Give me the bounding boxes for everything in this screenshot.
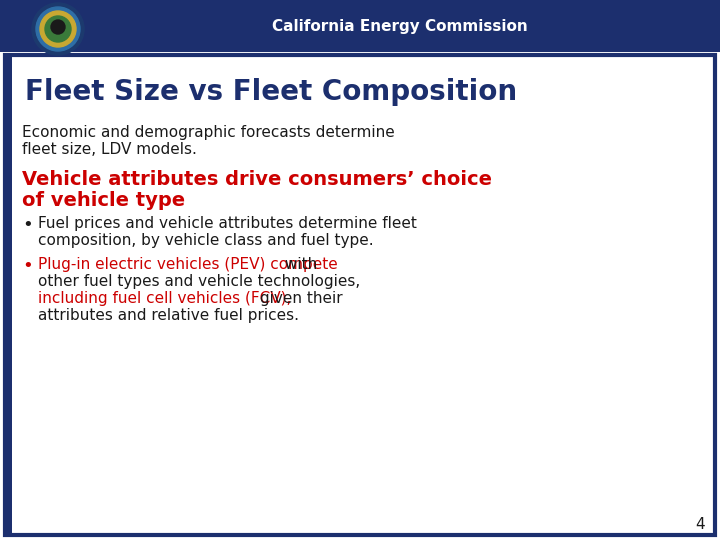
Text: composition, by vehicle class and fuel type.: composition, by vehicle class and fuel t…: [38, 233, 374, 248]
Circle shape: [36, 7, 80, 51]
Text: Fleet Size vs Fleet Composition: Fleet Size vs Fleet Composition: [25, 78, 517, 106]
Text: 4: 4: [696, 517, 705, 532]
Text: with: with: [280, 257, 317, 272]
Circle shape: [51, 20, 65, 34]
Text: Vehicle attributes drive consumers’ choice: Vehicle attributes drive consumers’ choi…: [22, 170, 492, 189]
Text: attributes and relative fuel prices.: attributes and relative fuel prices.: [38, 308, 299, 323]
Circle shape: [32, 3, 84, 55]
Text: other fuel types and vehicle technologies,: other fuel types and vehicle technologie…: [38, 274, 360, 289]
Bar: [5, 55, 12, 535]
Text: •: •: [22, 216, 32, 234]
Circle shape: [40, 11, 76, 47]
Bar: [5, 55, 715, 535]
Text: •: •: [22, 257, 32, 275]
Bar: [0, 0, 720, 52]
Text: Plug-in electric vehicles (PEV) compete: Plug-in electric vehicles (PEV) compete: [38, 257, 338, 272]
Text: Fuel prices and vehicle attributes determine fleet: Fuel prices and vehicle attributes deter…: [38, 216, 417, 231]
Text: including fuel cell vehicles (FCV),: including fuel cell vehicles (FCV),: [38, 291, 292, 306]
Text: of vehicle type: of vehicle type: [22, 191, 185, 210]
Circle shape: [45, 16, 71, 42]
Text: given their: given their: [255, 291, 343, 306]
Text: fleet size, LDV models.: fleet size, LDV models.: [22, 142, 197, 157]
Text: Economic and demographic forecasts determine: Economic and demographic forecasts deter…: [22, 125, 395, 140]
Text: California Energy Commission: California Energy Commission: [272, 18, 528, 33]
